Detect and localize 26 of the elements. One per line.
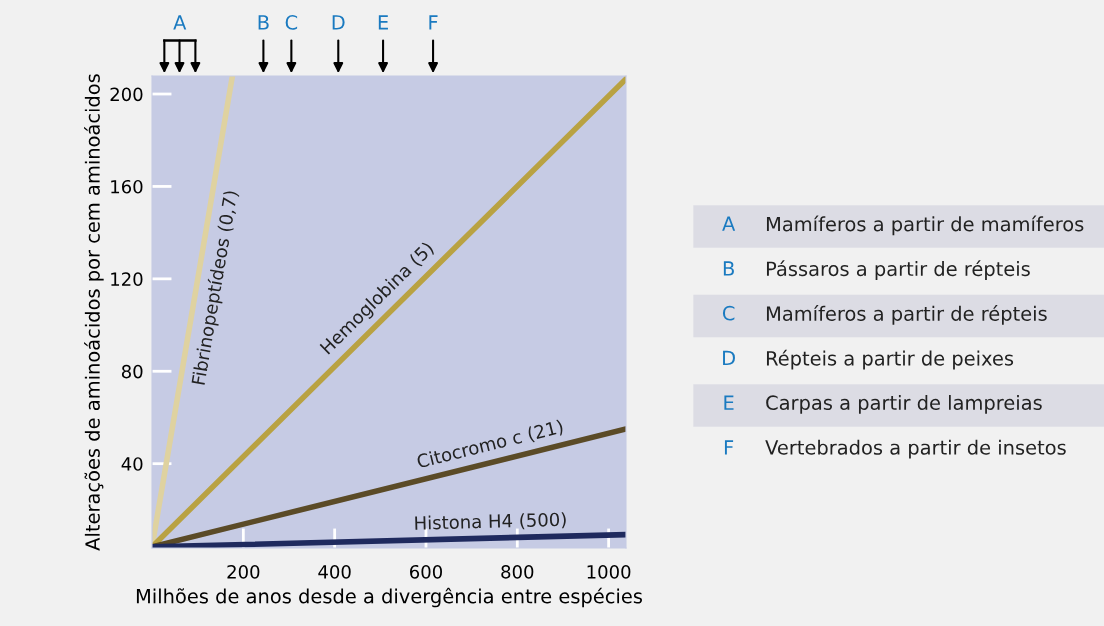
text: C (285, 15, 298, 30)
text: A (173, 15, 187, 30)
text: B Pássaros a partir de répteis (723, 260, 1030, 280)
x-tick-label: 600 (410, 564, 443, 579)
text: C Mamíferos a partir de répteis (722, 305, 1047, 325)
y-tick-label: 160 (111, 179, 143, 194)
y-tick-label: 200 (110, 87, 143, 102)
text: Citocromo c (21) (416, 419, 564, 471)
x-axis-title: Milhões de anos desde a divergência entre espécies (136, 587, 642, 608)
y-tick-label: 120 (111, 272, 143, 286)
text: D (332, 15, 345, 30)
x-tick-label: 1000 (587, 564, 631, 579)
x-tick-label: 400 (318, 564, 351, 579)
y-axis-title: Alterações de aminoácidos por cem aminoácidos (84, 74, 104, 551)
x-tick-label: 200 (227, 564, 260, 579)
text: A Mamíferos a partir de mamíferos (722, 215, 1084, 236)
y-tick-label: 40 (121, 457, 143, 471)
y-tick-label: 80 (121, 364, 143, 379)
text: E Carpas a partir de lampreias (724, 394, 1042, 414)
text: F (429, 15, 438, 30)
text: D Répteis a partir de peixes (723, 349, 1014, 370)
series-label: Histona H4 (500) (415, 512, 566, 533)
text: E (378, 15, 388, 30)
text: F Vertebrados a partir de insetos (724, 439, 1066, 459)
text: B (258, 15, 269, 30)
x-tick-label: 800 (501, 564, 534, 579)
